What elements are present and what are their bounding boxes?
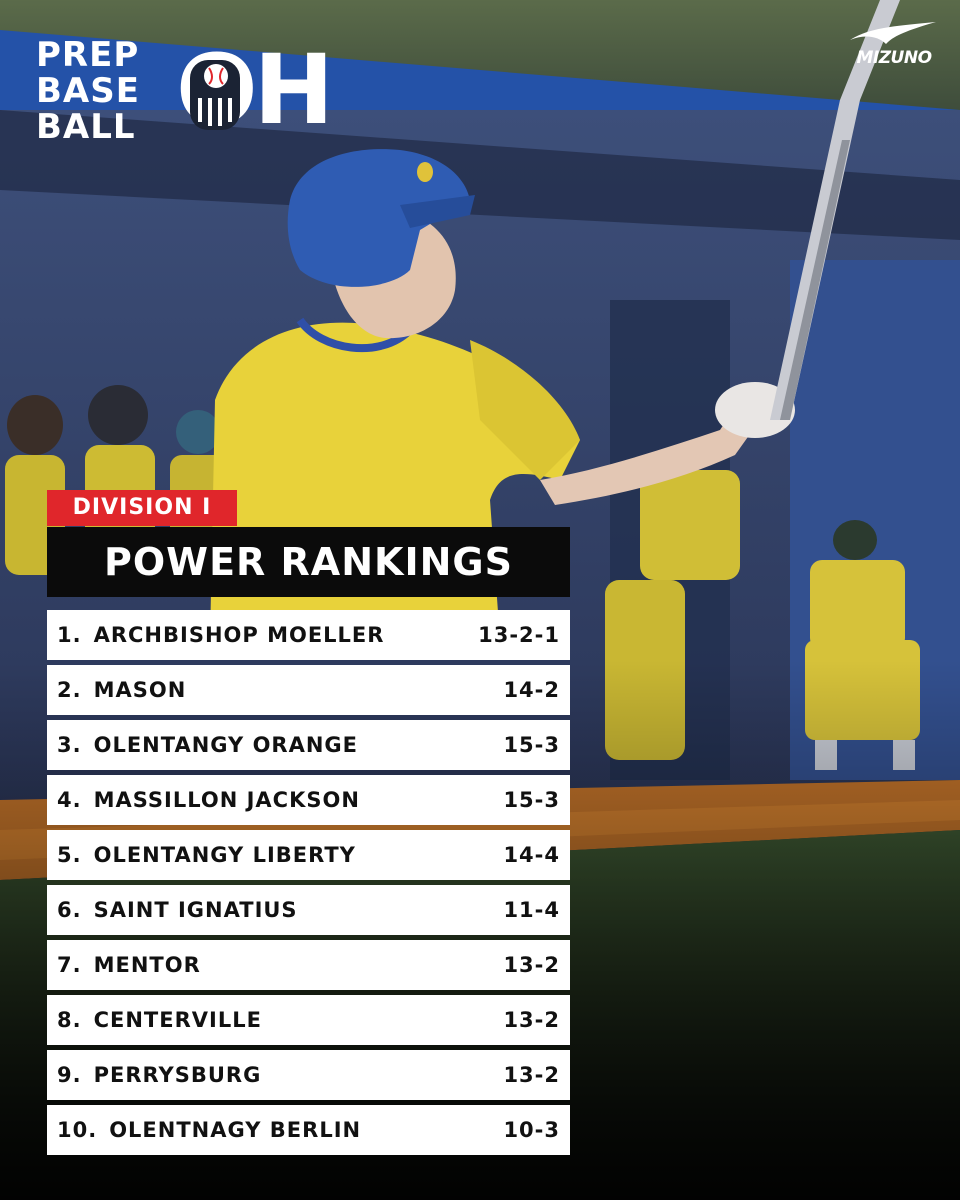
team-record: 15-3: [503, 788, 560, 812]
rank-number: 1.: [57, 623, 82, 647]
ranking-row: 9. PERRYSBURG 13-2: [47, 1050, 570, 1100]
team-record: 13-2: [503, 1008, 560, 1032]
ranking-row: 5. OLENTANGY LIBERTY 14-4: [47, 830, 570, 880]
rank-number: 10.: [57, 1118, 98, 1142]
mizuno-runbird-icon: [850, 22, 936, 44]
team-name: OLENTANGY LIBERTY: [93, 843, 356, 867]
team-name: OLENTANGY ORANGE: [93, 733, 358, 757]
rank-number: 7.: [57, 953, 82, 977]
team-record: 10-3: [503, 1118, 560, 1142]
page-title: POWER RANKINGS: [47, 527, 570, 597]
logo-word-prep: PREP: [36, 35, 140, 75]
logo-word-ball: BALL: [36, 107, 136, 147]
ranking-row: 6. SAINT IGNATIUS 11-4: [47, 885, 570, 935]
team-name: CENTERVILLE: [93, 1008, 262, 1032]
ranking-row: 4. MASSILLON JACKSON 15-3: [47, 775, 570, 825]
ranking-row: 10. OLENTNAGY BERLIN 10-3: [47, 1105, 570, 1155]
team-name: OLENTNAGY BERLIN: [109, 1118, 362, 1142]
team-name: MASON: [93, 678, 187, 702]
rank-number: 5.: [57, 843, 82, 867]
division-label: DIVISION I: [47, 490, 237, 526]
team-name: SAINT IGNATIUS: [93, 898, 298, 922]
rank-number: 6.: [57, 898, 82, 922]
logo-word-base: BASE: [36, 71, 140, 111]
team-record: 13-2: [503, 1063, 560, 1087]
team-name: ARCHBISHOP MOELLER: [93, 623, 385, 647]
ranking-row: 7. MENTOR 13-2: [47, 940, 570, 990]
ranking-row: 3. OLENTANGY ORANGE 15-3: [47, 720, 570, 770]
mizuno-wordmark: MIZUNO: [856, 48, 932, 68]
prep-baseball-logo: PREP BASE BALL OH: [36, 35, 334, 148]
team-name: MENTOR: [93, 953, 201, 977]
team-record: 13-2: [503, 953, 560, 977]
team-record: 11-4: [503, 898, 560, 922]
baseball-shield-icon: [190, 60, 240, 130]
team-record: 14-4: [503, 843, 560, 867]
ranking-row: 8. CENTERVILLE 13-2: [47, 995, 570, 1045]
rank-number: 9.: [57, 1063, 82, 1087]
ranking-row: 1. ARCHBISHOP MOELLER 13-2-1: [47, 610, 570, 660]
team-name: MASSILLON JACKSON: [93, 788, 360, 812]
team-record: 13-2-1: [478, 623, 560, 647]
team-record: 15-3: [503, 733, 560, 757]
ranking-row: 2. MASON 14-2: [47, 665, 570, 715]
rank-number: 2.: [57, 678, 82, 702]
team-record: 14-2: [503, 678, 560, 702]
team-name: PERRYSBURG: [93, 1063, 262, 1087]
rank-number: 4.: [57, 788, 82, 812]
rank-number: 3.: [57, 733, 82, 757]
rank-number: 8.: [57, 1008, 82, 1032]
